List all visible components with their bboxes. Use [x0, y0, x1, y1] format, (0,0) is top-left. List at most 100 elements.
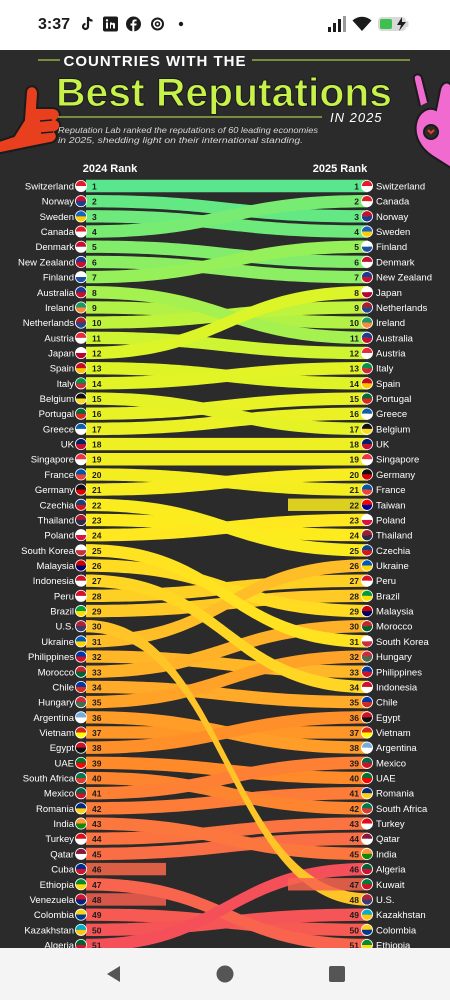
left-country-label: Turkey	[45, 834, 74, 845]
left-row: Romania 42	[36, 802, 102, 815]
flag-icon	[75, 726, 88, 739]
ribbon-austria	[86, 331, 368, 360]
right-country-label: Kuwait	[376, 880, 405, 891]
left-country-label: Mexico	[44, 789, 74, 800]
right-rank-label: 50	[350, 925, 360, 935]
flag-icon	[360, 817, 373, 830]
flag-icon	[360, 301, 373, 314]
right-country-label: Peru	[376, 576, 396, 587]
right-rank-label: 29	[350, 607, 360, 617]
left-rank-label: 50	[92, 925, 102, 935]
back-button[interactable]	[104, 964, 122, 984]
ribbon-turkey	[86, 817, 368, 845]
right-row: 35 Chile	[350, 696, 398, 709]
status-bar: 3:37	[0, 0, 450, 50]
ribbon-finland	[86, 240, 368, 284]
right-country-label: Italy	[376, 364, 394, 375]
left-rank-label: 37	[92, 728, 102, 738]
left-rank-label: 3	[92, 212, 97, 222]
right-country-label: India	[376, 849, 397, 860]
left-country-label: Spain	[50, 364, 74, 375]
left-rank-label: 15	[92, 394, 102, 404]
right-row: 22 Taiwan	[350, 498, 406, 511]
right-rank-label: 1	[354, 182, 359, 192]
right-row: 28 Brazil	[350, 589, 400, 602]
ribbon-australia	[86, 286, 368, 344]
right-country-label: Denmark	[376, 257, 415, 268]
left-row: Peru 28	[54, 589, 102, 602]
left-country-label: Vietnam	[39, 728, 74, 739]
flag-icon	[360, 787, 373, 800]
right-row: 44 Qatar	[350, 832, 400, 845]
flag-icon	[75, 438, 88, 451]
left-country-label: South Africa	[23, 774, 75, 785]
flag-icon	[360, 346, 373, 359]
left-rank-label: 39	[92, 758, 102, 768]
flag-icon	[360, 362, 373, 375]
right-country-label: Spain	[376, 379, 400, 390]
right-country-label: Finland	[376, 242, 407, 253]
right-rank-label: 9	[354, 303, 359, 313]
left-country-label: Australia	[37, 288, 75, 299]
right-country-label: Netherlands	[376, 303, 427, 314]
left-country-label: Singapore	[31, 455, 74, 466]
right-row: 2 Canada	[354, 195, 410, 208]
flag-icon	[75, 620, 88, 633]
left-rank-label: 1	[92, 182, 97, 192]
right-row: 11 Australia	[350, 331, 414, 344]
left-rank-label: 40	[92, 774, 102, 784]
ribbon-qatar	[86, 832, 368, 861]
title-suffix: IN 2025	[330, 110, 383, 125]
left-row: UK 18	[61, 438, 102, 451]
left-row: Morocco 33	[38, 665, 102, 678]
right-row: 48 U.S.	[350, 893, 394, 906]
right-row: 15 Portugal	[350, 392, 411, 405]
recents-button[interactable]	[328, 965, 346, 983]
left-rank-label: 44	[92, 834, 102, 844]
right-country-label: Thailand	[376, 531, 412, 542]
ribbon-india	[86, 817, 368, 861]
title-line-2: Best Reputations	[56, 71, 392, 115]
left-rank-label: 12	[92, 348, 102, 358]
right-row: 25 Czechia	[350, 544, 411, 557]
right-rank-label: 30	[350, 622, 360, 632]
right-row: 43 Turkey	[350, 817, 405, 830]
right-country-label: Philippines	[376, 667, 422, 678]
left-country-label: Czechia	[40, 500, 75, 511]
flag-icon	[75, 377, 88, 390]
flag-icon	[75, 605, 88, 618]
flag-icon	[360, 605, 373, 618]
home-button[interactable]	[215, 964, 235, 984]
flag-icon	[360, 225, 373, 238]
right-rank-label: 39	[350, 758, 360, 768]
left-country-label: Hungary	[38, 698, 74, 709]
left-rank-label: 7	[92, 273, 97, 283]
left-country-label: Colombia	[34, 910, 75, 921]
left-country-label: Germany	[35, 485, 74, 496]
left-rank-label: 34	[92, 682, 102, 692]
left-rank-label: 22	[92, 500, 102, 510]
right-row: 21 France	[350, 483, 406, 496]
right-row: 5 Finland	[354, 240, 407, 253]
left-country-label: Belgium	[40, 394, 74, 405]
right-rank-label: 20	[350, 470, 360, 480]
right-country-label: U.S.	[376, 895, 394, 906]
right-rank-label: 8	[354, 288, 359, 298]
right-rank-label: 24	[350, 531, 360, 541]
flag-icon	[360, 559, 373, 572]
left-row: Indonesia 27	[33, 574, 102, 587]
left-row: Egypt 38	[50, 741, 102, 754]
right-row: 47 Kuwait	[350, 878, 405, 891]
left-rank-label: 31	[92, 637, 102, 647]
right-country-label: Greece	[376, 409, 407, 420]
flag-icon	[360, 650, 373, 663]
right-row: 24 Thailand	[350, 529, 412, 542]
right-row: 4 Sweden	[354, 225, 410, 238]
left-country-label: New Zealand	[18, 257, 74, 268]
left-country-label: Japan	[48, 348, 74, 359]
right-rank-label: 47	[350, 880, 360, 890]
left-row: Mexico 41	[44, 787, 102, 800]
flag-icon	[360, 908, 373, 921]
right-country-label: Colombia	[376, 925, 417, 936]
left-rank-label: 28	[92, 591, 102, 601]
